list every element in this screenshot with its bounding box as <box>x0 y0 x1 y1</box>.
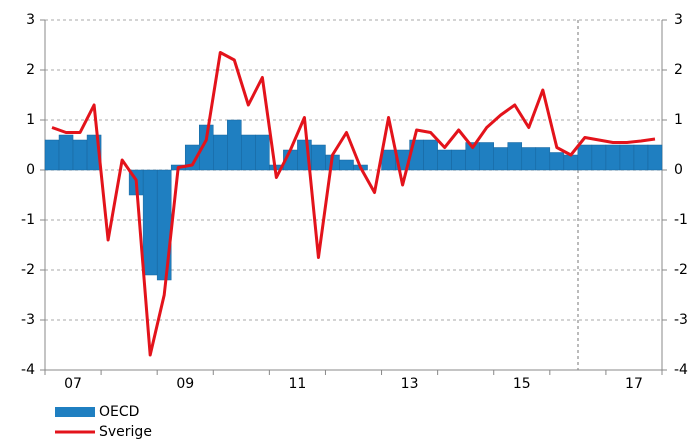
bar <box>381 149 396 171</box>
x-tick-label: 07 <box>64 376 82 392</box>
y2-tick-label: 2 <box>674 62 683 78</box>
y2-tick-label: -1 <box>674 212 688 228</box>
y-tick-label: 2 <box>26 62 35 78</box>
bar <box>619 144 635 171</box>
bar <box>535 147 551 171</box>
bar <box>437 149 452 171</box>
bar <box>549 152 565 171</box>
y2-tick-label: 1 <box>674 112 683 128</box>
bar <box>563 154 579 171</box>
bar <box>507 142 523 171</box>
y-tick-label: 0 <box>26 162 35 178</box>
y2-tick-label: 3 <box>674 12 683 28</box>
bar <box>142 169 158 276</box>
bar <box>633 144 649 171</box>
bar <box>311 144 326 171</box>
y-tick-label: -1 <box>21 212 35 228</box>
bar <box>227 119 242 171</box>
bar <box>451 149 466 171</box>
bar <box>44 139 60 171</box>
bar <box>577 144 593 171</box>
bar <box>479 142 494 171</box>
y2-tick-label: -3 <box>674 312 688 328</box>
x-tick-label: 17 <box>625 376 643 392</box>
bar <box>72 139 88 171</box>
bar <box>255 134 270 171</box>
legend-label: OECD <box>99 404 139 420</box>
bar <box>339 159 354 171</box>
bar <box>647 144 663 171</box>
x-tick-label: 13 <box>401 376 419 392</box>
y-tick-label: -3 <box>21 312 35 328</box>
bar <box>213 134 228 171</box>
bar <box>493 147 508 171</box>
y-tick-label: 1 <box>26 112 35 128</box>
bar <box>58 134 74 171</box>
bar <box>521 147 537 171</box>
bar <box>423 139 438 171</box>
y-tick-label: -4 <box>21 362 35 378</box>
y-tick-label: -2 <box>21 262 35 278</box>
line <box>51 51 656 357</box>
bar <box>241 134 256 171</box>
y2-tick-label: -4 <box>674 362 688 378</box>
x-tick-label: 09 <box>176 376 194 392</box>
y2-tick-label: 0 <box>674 162 683 178</box>
legend-swatch <box>55 407 95 417</box>
legend-label: Sverige <box>99 424 152 440</box>
y2-tick-label: -2 <box>674 262 688 278</box>
bar <box>591 144 607 171</box>
x-tick-label: 15 <box>513 376 531 392</box>
bar <box>605 144 621 171</box>
y-tick-label: 3 <box>26 12 35 28</box>
x-tick-label: 11 <box>288 376 306 392</box>
